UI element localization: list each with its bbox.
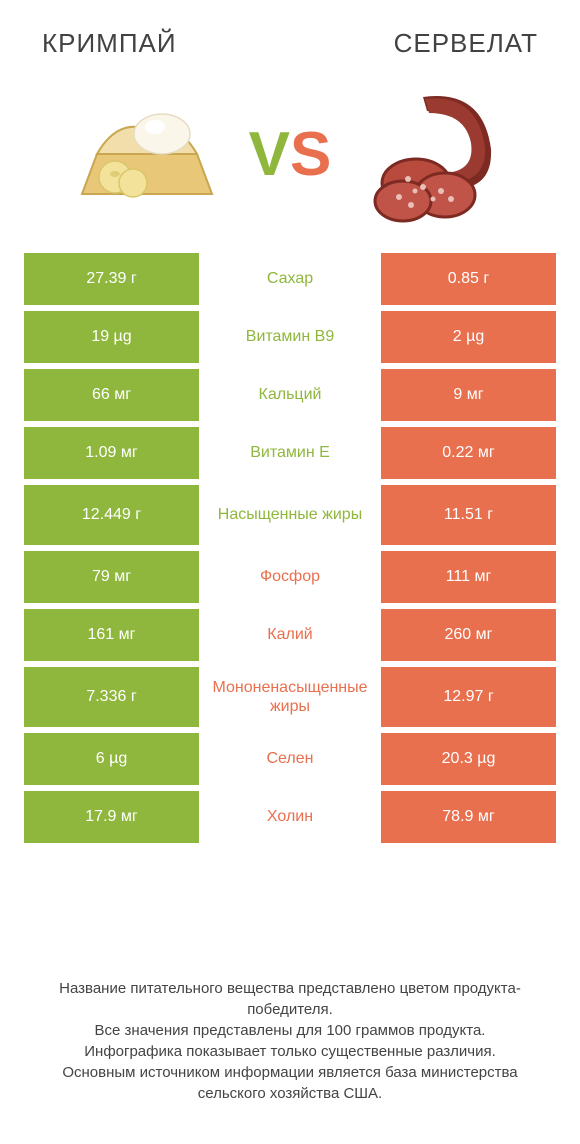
nutrient-row: 1.09 мгВитамин E0.22 мг — [24, 427, 556, 479]
right-value: 78.9 мг — [381, 791, 556, 843]
nutrient-row: 27.39 гСахар0.85 г — [24, 253, 556, 305]
nutrient-row: 79 мгФосфор111 мг — [24, 551, 556, 603]
nutrient-label: Калий — [199, 609, 381, 661]
cervelat-sausage-icon — [353, 79, 513, 229]
nutrient-label: Фосфор — [199, 551, 381, 603]
comparison-infographic: КРИМПАЙ СЕРВЕЛАТ VS — [0, 0, 580, 1144]
nutrient-label: Витамин B9 — [199, 311, 381, 363]
left-value: 7.336 г — [24, 667, 199, 727]
nutrient-row: 161 мгКалий260 мг — [24, 609, 556, 661]
nutrient-label: Насыщенные жиры — [199, 485, 381, 545]
left-value: 27.39 г — [24, 253, 199, 305]
header: КРИМПАЙ СЕРВЕЛАТ — [24, 20, 556, 69]
nutrient-label: Витамин E — [199, 427, 381, 479]
nutrient-row: 66 мгКальций9 мг — [24, 369, 556, 421]
nutrient-row: 12.449 гНасыщенные жиры11.51 г — [24, 485, 556, 545]
nutrient-label: Мононенасыщенные жиры — [199, 667, 381, 727]
right-value: 12.97 г — [381, 667, 556, 727]
footer-notes: Название питательного вещества представл… — [24, 948, 556, 1124]
vs-row: VS — [24, 69, 556, 253]
nutrient-label: Холин — [199, 791, 381, 843]
left-value: 161 мг — [24, 609, 199, 661]
footer-line-3: Инфографика показывает только существенн… — [34, 1041, 546, 1062]
right-value: 111 мг — [381, 551, 556, 603]
left-value: 12.449 г — [24, 485, 199, 545]
right-value: 0.85 г — [381, 253, 556, 305]
nutrient-row: 17.9 мгХолин78.9 мг — [24, 791, 556, 843]
nutrient-table: 27.39 гСахар0.85 г 19 µgВитамин B92 µg 66 … — [24, 253, 556, 843]
cream-pie-icon — [67, 79, 227, 229]
footer-line-2: Все значения представлены для 100 граммо… — [34, 1020, 546, 1041]
right-value: 11.51 г — [381, 485, 556, 545]
right-product-title: СЕРВЕЛАТ — [394, 28, 538, 59]
left-value: 19 µg — [24, 311, 199, 363]
nutrient-row: 6 µgСелен20.3 µg — [24, 733, 556, 785]
nutrient-row: 7.336 гМононенасыщенные жиры12.97 г — [24, 667, 556, 727]
right-value: 0.22 мг — [381, 427, 556, 479]
right-value: 20.3 µg — [381, 733, 556, 785]
right-value: 260 мг — [381, 609, 556, 661]
vs-label: VS — [249, 119, 332, 190]
left-value: 6 µg — [24, 733, 199, 785]
right-value: 9 мг — [381, 369, 556, 421]
nutrient-label: Кальций — [199, 369, 381, 421]
left-value: 1.09 мг — [24, 427, 199, 479]
footer-line-1: Название питательного вещества представл… — [34, 978, 546, 1020]
vs-s: S — [290, 120, 331, 189]
left-value: 79 мг — [24, 551, 199, 603]
vs-v: V — [249, 120, 290, 189]
nutrient-label: Сахар — [199, 253, 381, 305]
left-value: 66 мг — [24, 369, 199, 421]
nutrient-row: 19 µgВитамин B92 µg — [24, 311, 556, 363]
right-value: 2 µg — [381, 311, 556, 363]
nutrient-label: Селен — [199, 733, 381, 785]
left-product-title: КРИМПАЙ — [42, 28, 177, 59]
left-value: 17.9 мг — [24, 791, 199, 843]
footer-line-4: Основным источником информации является … — [34, 1062, 546, 1104]
